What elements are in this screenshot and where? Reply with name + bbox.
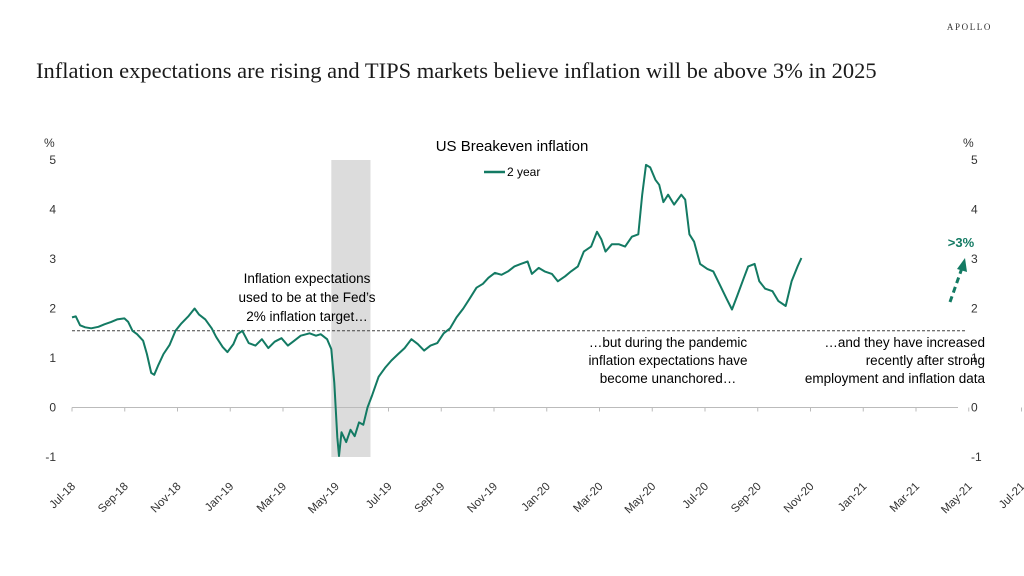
y-tick-label-right: 3 <box>971 252 978 266</box>
x-tick-label: Nov-20 <box>782 481 817 516</box>
annotation-line: 2% inflation target… <box>246 309 368 324</box>
x-tick-label: Nov-18 <box>149 481 184 516</box>
series-line-2-year <box>71 163 803 457</box>
annotation-line: inflation expectations have <box>588 353 747 368</box>
callout-label: >3% <box>948 235 975 250</box>
y-unit-left: % <box>44 136 55 150</box>
x-tick-label: Sep-19 <box>413 481 448 516</box>
y-tick-label-right: 5 <box>971 153 978 167</box>
annotation-left: Inflation expectations used to be at the… <box>238 271 375 324</box>
y-tick-label-right: 1 <box>971 351 978 365</box>
y-tick-label-left: 3 <box>49 252 56 266</box>
y-axis-left: -1 0 1 2 3 4 5 <box>45 153 56 464</box>
callout-arrow <box>948 267 964 303</box>
y-tick-label-left: -1 <box>45 450 56 464</box>
y-tick-label-right: 4 <box>971 203 978 217</box>
x-tick-label: Mar-20 <box>571 481 605 515</box>
x-tick-label: Mar-21 <box>888 481 922 515</box>
x-tick-label: Sep-20 <box>729 481 764 516</box>
y-unit-right: % <box>963 136 974 150</box>
annotation-line: Inflation expectations <box>244 271 371 286</box>
chart-title: US Breakeven inflation <box>436 138 589 155</box>
x-tick-label: May-21 <box>939 481 975 517</box>
page-title: Inflation expectations are rising and TI… <box>36 58 877 83</box>
annotation-line: …and they have increased <box>824 335 985 350</box>
y-axis-right: -1 0 1 2 3 4 5 <box>971 153 982 464</box>
annotation-line: employment and inflation data <box>805 371 986 386</box>
x-tick-label: Jan-20 <box>520 481 553 514</box>
x-tick-label: Nov-19 <box>465 481 500 516</box>
y-tick-label-right: 0 <box>971 401 978 415</box>
x-tick-label: Jan-19 <box>203 481 236 514</box>
x-tick-label: Jul-18 <box>47 481 78 512</box>
x-tick-label: Jan-21 <box>836 481 869 514</box>
annotation-middle: …but during the pandemic inflation expec… <box>588 335 747 386</box>
y-tick-label-left: 5 <box>49 153 56 167</box>
annotation-line: used to be at the Fed’s <box>238 290 375 305</box>
x-tick-label: May-19 <box>306 481 342 517</box>
x-tick-label: May-20 <box>623 481 659 517</box>
brand-logo: APOLLO <box>946 22 992 32</box>
y-tick-label-right: -1 <box>971 450 982 464</box>
y-tick-label-left: 4 <box>49 203 56 217</box>
annotation-line: become unanchored… <box>600 371 737 386</box>
annotation-line: recently after strong <box>866 353 985 368</box>
x-tick-label: Jul-20 <box>680 481 711 512</box>
y-tick-label-right: 2 <box>971 302 978 316</box>
x-tick-label: Jul-19 <box>364 481 395 512</box>
legend-label: 2 year <box>507 165 540 179</box>
x-tick-label: Mar-19 <box>255 481 289 515</box>
y-tick-label-left: 2 <box>49 302 56 316</box>
x-tick-label: Jul-21 <box>997 481 1024 512</box>
arrow-head-icon <box>957 258 967 272</box>
y-tick-label-left: 0 <box>49 401 56 415</box>
annotation-right: …and they have increased recently after … <box>805 335 986 386</box>
x-axis: Jul-18 Sep-18 Nov-18 Jan-19 Mar-19 May-19 Jul-… <box>47 407 1024 517</box>
y-tick-label-left: 1 <box>49 351 56 365</box>
x-tick-label: Sep-18 <box>96 481 131 516</box>
annotation-line: …but during the pandemic <box>589 335 748 350</box>
